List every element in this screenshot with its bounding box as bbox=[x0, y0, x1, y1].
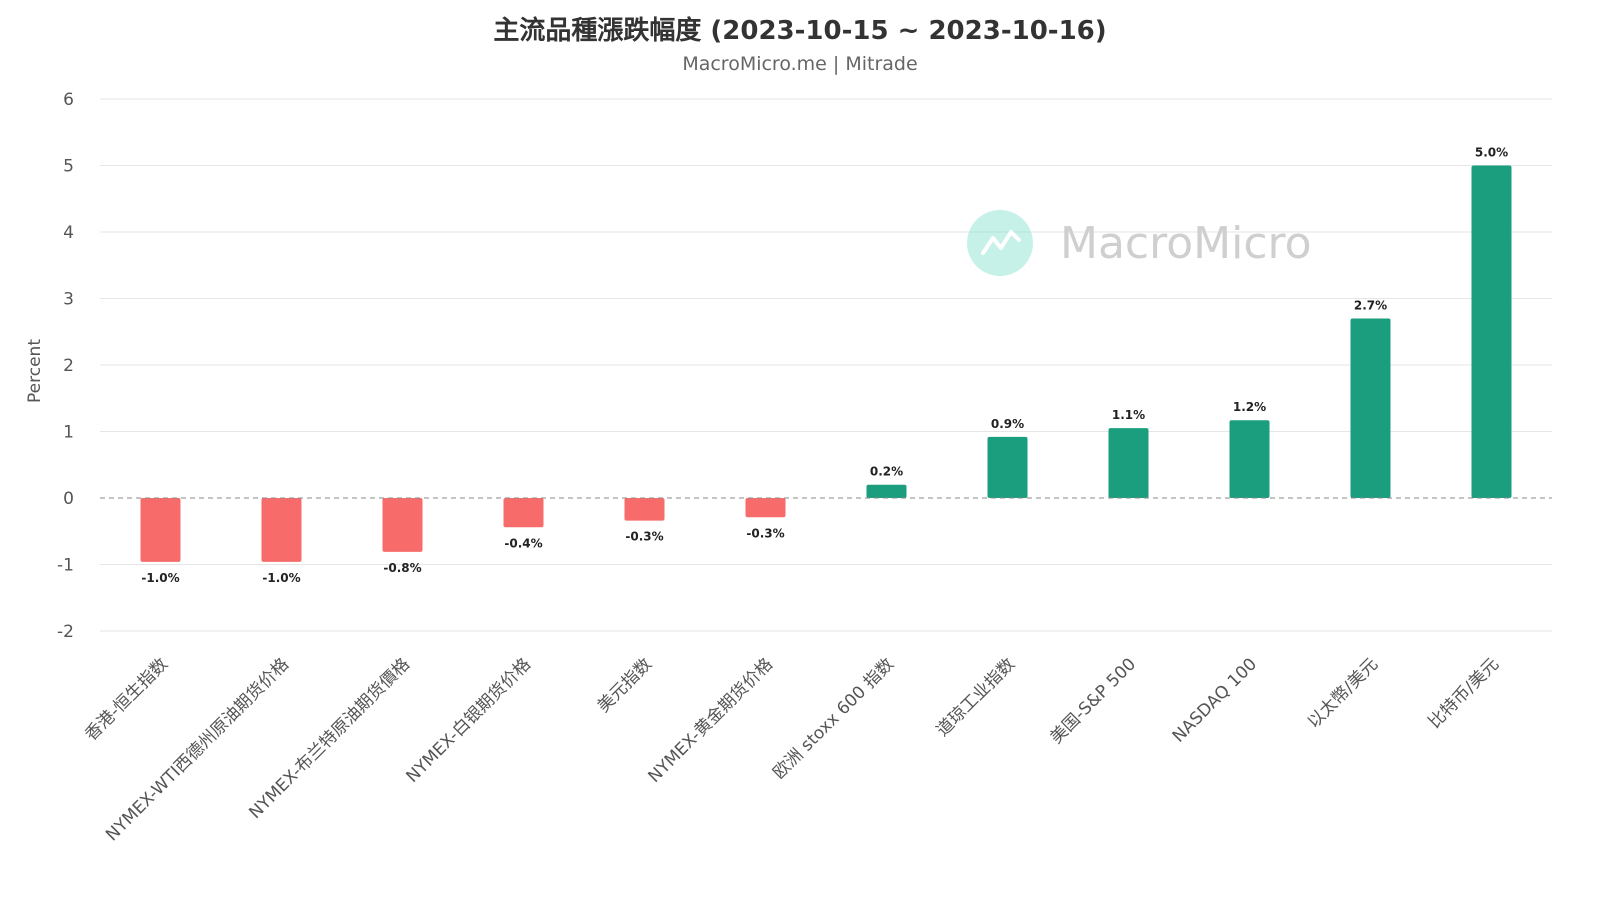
data-label: -0.3% bbox=[746, 526, 784, 540]
x-axis: 香港-恒生指数NYMEX-WTI西德州原油期货价格NYMEX-布兰特原油期货價格… bbox=[81, 654, 1503, 845]
x-tick-label: 香港-恒生指数 bbox=[81, 654, 172, 745]
bar bbox=[140, 498, 181, 562]
bar bbox=[382, 498, 423, 552]
y-tick-label: 2 bbox=[63, 356, 74, 376]
watermark-text: MacroMicro bbox=[1060, 218, 1312, 269]
x-tick-label: 比特币/美元 bbox=[1425, 654, 1503, 732]
bar bbox=[745, 498, 786, 518]
y-tick-label: 1 bbox=[63, 423, 74, 443]
x-tick-label: NASDAQ 100 bbox=[1169, 654, 1261, 746]
bar bbox=[1108, 428, 1149, 498]
y-tick-label: 3 bbox=[63, 290, 74, 310]
data-label: -0.4% bbox=[504, 536, 542, 550]
data-label: 2.7% bbox=[1354, 298, 1387, 312]
y-tick-label: -2 bbox=[57, 622, 74, 642]
data-label: 0.2% bbox=[870, 465, 903, 479]
y-tick-label: 0 bbox=[63, 489, 74, 509]
data-label: 5.0% bbox=[1475, 146, 1508, 160]
bar bbox=[1471, 165, 1512, 498]
bar bbox=[1350, 318, 1391, 498]
data-label: 0.9% bbox=[991, 417, 1024, 431]
bar bbox=[624, 498, 665, 521]
trend-line-icon bbox=[981, 230, 1021, 255]
y-axis: -2 -1 0 1 2 3 4 5 6 bbox=[57, 90, 74, 642]
bars bbox=[140, 165, 1512, 562]
grid-lines bbox=[100, 98, 1552, 632]
chart-title: 主流品種漲跌幅度 (2023-10-15 ~ 2023-10-16) bbox=[493, 16, 1107, 46]
bar bbox=[1229, 420, 1270, 498]
y-tick-label: -1 bbox=[57, 556, 74, 576]
bar bbox=[866, 484, 907, 498]
y-tick-label: 4 bbox=[63, 223, 74, 243]
bar bbox=[503, 498, 544, 528]
x-tick-label: 道琼工业指数 bbox=[933, 654, 1019, 740]
x-tick-label: 美元指数 bbox=[594, 654, 656, 716]
data-label: -0.8% bbox=[383, 561, 421, 575]
bar bbox=[987, 436, 1028, 498]
data-label: -1.0% bbox=[141, 571, 179, 585]
y-axis-label: Percent bbox=[25, 339, 45, 403]
x-tick-label: NYMEX-黄金期货价格 bbox=[644, 654, 777, 787]
watermark: MacroMicro bbox=[967, 210, 1312, 276]
macromicro-logo-icon bbox=[967, 210, 1033, 276]
data-label: 1.1% bbox=[1112, 408, 1145, 422]
x-tick-label: NYMEX-白银期货价格 bbox=[402, 654, 535, 787]
y-tick-label: 6 bbox=[63, 90, 74, 110]
x-tick-label: 以太幣/美元 bbox=[1304, 654, 1382, 732]
y-tick-label: 5 bbox=[63, 157, 74, 177]
data-label: 1.2% bbox=[1233, 400, 1266, 414]
bar bbox=[261, 498, 302, 562]
data-label: -1.0% bbox=[262, 571, 300, 585]
x-tick-label: 欧洲 stoxx 600 指数 bbox=[769, 654, 898, 783]
chart-subtitle: MacroMicro.me | Mitrade bbox=[682, 53, 918, 75]
data-label: -0.3% bbox=[625, 530, 663, 544]
data-labels: -1.0% -1.0% -0.8% -0.4% -0.3% -0.3% 0.2% 0.9% 1.… bbox=[141, 146, 1508, 585]
x-tick-label: 美国-S&P 500 bbox=[1046, 654, 1140, 748]
